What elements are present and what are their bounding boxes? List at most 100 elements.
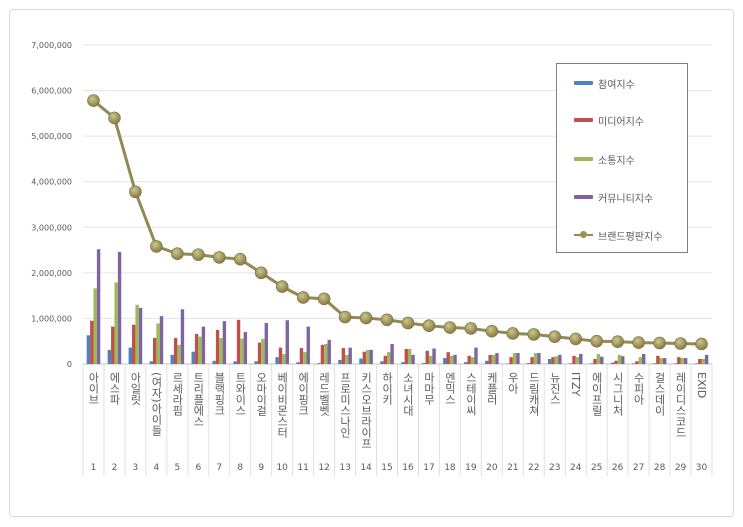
category-label: 에이프릴: [590, 372, 603, 416]
legend-label: 커뮤니티지수: [598, 193, 654, 205]
bar-3: [554, 356, 559, 364]
bar-4: [600, 356, 604, 364]
bar-2: [677, 357, 681, 364]
category-label: 마마무: [422, 372, 435, 405]
category-label: 블랙핑크: [213, 372, 226, 416]
bar-2: [572, 355, 576, 364]
category-label: ITZY: [569, 372, 582, 396]
bar-2: [425, 350, 429, 364]
bar-4: [243, 332, 248, 364]
bar-2: [278, 347, 283, 364]
rank-label: 18: [444, 463, 456, 473]
legend-label: 참여지수: [598, 79, 635, 91]
bar-4: [180, 309, 185, 364]
bar-4: [222, 321, 227, 364]
bar-3: [177, 344, 181, 364]
category-label: 트와이스: [234, 372, 247, 416]
bar-1: [359, 358, 363, 364]
category-label: 레이디스코드: [674, 372, 687, 438]
rank-label: 27: [633, 463, 644, 473]
rank-label: 9: [258, 463, 264, 473]
bar-1: [86, 335, 91, 364]
brand-reputation-point: [254, 266, 268, 280]
rank-label: 11: [297, 463, 308, 473]
rank-label: 7: [216, 463, 222, 473]
bar-2: [111, 326, 115, 364]
bar-1: [694, 363, 699, 364]
category-label: 시그니처: [611, 372, 624, 416]
bar-3: [156, 323, 160, 364]
rank-label: 13: [339, 463, 350, 473]
legend-item-communication: 소통지수: [574, 152, 635, 167]
category-label: 프로미스나인: [339, 372, 352, 438]
bar-4: [516, 353, 520, 364]
legend-swatch-participation: [574, 81, 593, 85]
bar-1: [212, 360, 216, 364]
bar-2: [635, 361, 639, 364]
y-tick-label: 6,000,000: [31, 87, 72, 96]
bar-3: [638, 357, 643, 364]
bar-3: [282, 353, 286, 364]
brand-reputation-point: [129, 185, 142, 199]
bar-3: [366, 349, 370, 364]
bar-1: [296, 362, 300, 364]
rank-label: 22: [528, 463, 539, 473]
bar-2: [194, 333, 199, 364]
bar-1: [254, 361, 258, 364]
y-tick-label: 7,000,000: [31, 41, 72, 50]
bar-1: [610, 362, 615, 364]
bar-3: [428, 355, 433, 364]
bar-3: [324, 343, 328, 364]
bar-3: [533, 353, 538, 364]
brand-reputation-point: [317, 292, 331, 306]
bar-1: [317, 363, 321, 364]
category-label: 오마이걸: [255, 372, 268, 416]
rank-label: 29: [675, 463, 687, 473]
brand-reputation-point: [632, 336, 645, 349]
bar-2: [656, 355, 660, 364]
bar-4: [327, 339, 331, 364]
brand-reputation-point: [212, 251, 226, 264]
category-label: 걸스데이: [653, 372, 666, 417]
category-label: 에스파: [108, 372, 121, 405]
brand-reputation-point: [338, 310, 352, 324]
category-label: 아이브: [87, 372, 100, 405]
bar-3: [93, 288, 97, 364]
rank-label: 14: [360, 463, 372, 473]
y-tick-label: 4,000,000: [31, 178, 72, 187]
bar-3: [575, 357, 580, 364]
bar-4: [683, 358, 688, 364]
bar-1: [506, 363, 510, 365]
bar-4: [432, 348, 436, 364]
bar-2: [698, 358, 702, 364]
bar-2: [215, 329, 220, 364]
rank-label: 15: [381, 463, 392, 473]
rank-label: 21: [507, 463, 518, 473]
bar-2: [530, 357, 534, 364]
bar-4: [348, 347, 352, 364]
bar-2: [236, 319, 241, 364]
brand-reputation-point: [674, 337, 687, 350]
bar-2: [320, 344, 325, 364]
y-tick-label: 1,000,000: [31, 314, 72, 323]
bar-3: [407, 348, 412, 364]
category-label: 케플러: [485, 372, 498, 405]
bar-4: [306, 326, 310, 364]
rank-label: 16: [402, 463, 414, 473]
rank-label: 25: [591, 463, 602, 473]
bar-1: [547, 358, 552, 364]
bar-2: [446, 352, 450, 364]
bar-3: [491, 354, 496, 364]
y-tick-label: 2,000,000: [31, 269, 72, 278]
bar-2: [299, 348, 304, 364]
bar-4: [390, 343, 394, 364]
bar-1: [443, 358, 447, 364]
bar-3: [387, 352, 391, 364]
legend-swatch-communication: [574, 157, 593, 161]
category-label: 수피아: [632, 372, 645, 406]
brand-reputation-point: [506, 327, 520, 340]
bar-4: [201, 326, 206, 364]
y-tick-label: 3,000,000: [31, 223, 72, 232]
category-label: EXID: [695, 372, 708, 398]
